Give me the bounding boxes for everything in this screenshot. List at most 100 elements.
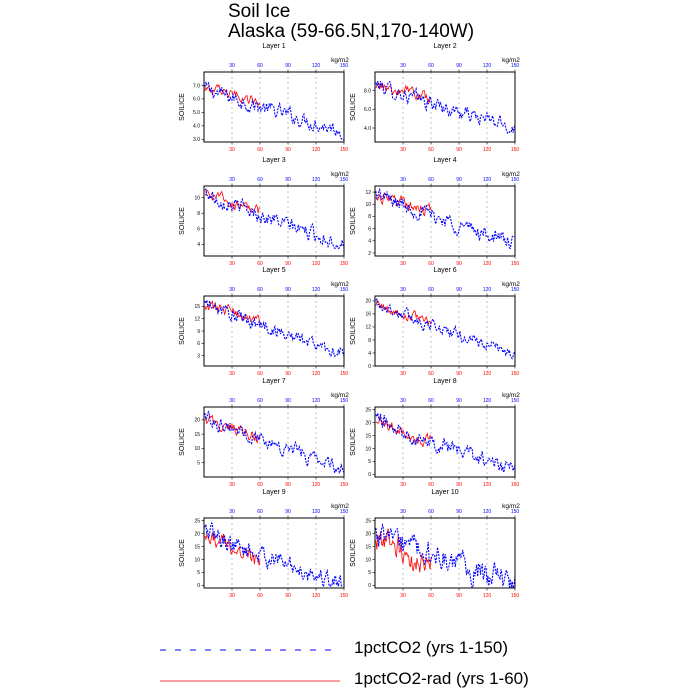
plot-frame xyxy=(203,517,345,589)
bottom-tick-label: 60 xyxy=(257,482,263,488)
bottom-tick-label: 150 xyxy=(340,147,349,153)
y-tick-label: 5 xyxy=(197,461,200,467)
y-tick-label: 20 xyxy=(194,418,200,424)
bottom-tick-label: 60 xyxy=(428,147,434,153)
top-tick-label: 60 xyxy=(257,287,263,293)
bottom-tick-label: 120 xyxy=(483,371,492,377)
top-axis-label: kg/m2 xyxy=(502,171,520,178)
top-tick-label: 60 xyxy=(257,509,263,515)
y-axis-label: SOILICE xyxy=(350,428,357,456)
top-tick-label: 90 xyxy=(285,398,291,404)
y-tick-label: 4 xyxy=(368,351,371,357)
y-axis-label: SOILICE xyxy=(179,93,186,121)
top-tick-label: 120 xyxy=(483,398,492,404)
top-tick-label: 150 xyxy=(511,398,520,404)
y-tick-label: 10 xyxy=(194,195,200,201)
top-tick-label: 30 xyxy=(229,287,235,293)
y-tick-label: 5 xyxy=(197,570,200,576)
top-tick-label: 30 xyxy=(400,509,406,515)
y-axis-label: SOILICE xyxy=(179,317,186,345)
y-tick-label: 12 xyxy=(365,190,371,196)
y-tick-label: 8 xyxy=(368,338,371,344)
y-axis-label: SOILICE xyxy=(179,207,186,235)
plot-frame xyxy=(374,295,516,367)
y-tick-label: 20 xyxy=(365,420,371,426)
top-tick-label: 90 xyxy=(285,177,291,183)
top-axis-label: kg/m2 xyxy=(331,171,349,178)
top-tick-label: 90 xyxy=(285,287,291,293)
bottom-tick-label: 30 xyxy=(400,147,406,153)
top-tick-label: 120 xyxy=(483,63,492,69)
bottom-tick-label: 30 xyxy=(229,371,235,377)
top-tick-label: 30 xyxy=(229,509,235,515)
y-tick-label: 25 xyxy=(365,407,371,413)
bottom-tick-label: 150 xyxy=(340,482,349,488)
top-tick-label: 60 xyxy=(257,63,263,69)
top-tick-label: 150 xyxy=(511,509,520,515)
top-tick-label: 120 xyxy=(483,509,492,515)
top-tick-label: 150 xyxy=(340,287,349,293)
bottom-tick-label: 150 xyxy=(340,593,349,599)
top-tick-label: 150 xyxy=(340,509,349,515)
top-tick-label: 60 xyxy=(428,63,434,69)
y-tick-label: 25 xyxy=(194,518,200,524)
panel-title: Layer 3 xyxy=(262,157,285,164)
series-1pctco2-line xyxy=(375,187,516,250)
y-tick-label: 3.0 xyxy=(193,137,200,143)
series-1pctco2-line xyxy=(204,522,344,589)
panel-layer-5: Layer 5 kg/m2 SOILICE 30 60 90 120 150 30 60 90 120… xyxy=(179,267,349,377)
bottom-tick-label: 120 xyxy=(483,482,492,488)
y-tick-label: 20 xyxy=(365,299,371,305)
bottom-tick-label: 120 xyxy=(312,147,321,153)
y-tick-label: 0 xyxy=(368,583,371,589)
bottom-tick-label: 30 xyxy=(229,261,235,267)
panel-title: Layer 5 xyxy=(262,267,285,274)
y-tick-label: 9 xyxy=(197,329,200,335)
y-tick-label: 15 xyxy=(194,432,200,438)
top-tick-label: 60 xyxy=(257,398,263,404)
top-tick-label: 90 xyxy=(285,509,291,515)
y-tick-label: 3 xyxy=(197,354,200,360)
bottom-tick-label: 60 xyxy=(257,261,263,267)
top-tick-label: 60 xyxy=(257,177,263,183)
bottom-tick-label: 90 xyxy=(285,261,291,267)
top-tick-label: 90 xyxy=(456,398,462,404)
top-axis-label: kg/m2 xyxy=(502,392,520,399)
top-tick-label: 60 xyxy=(428,509,434,515)
top-axis-label: kg/m2 xyxy=(502,57,520,64)
bottom-tick-label: 60 xyxy=(428,593,434,599)
top-tick-label: 120 xyxy=(312,177,321,183)
y-tick-label: 0 xyxy=(368,364,371,370)
bottom-tick-label: 60 xyxy=(428,371,434,377)
panel-title: Layer 7 xyxy=(262,378,285,385)
bottom-tick-label: 30 xyxy=(400,593,406,599)
top-tick-label: 150 xyxy=(340,63,349,69)
y-tick-label: 15 xyxy=(194,544,200,550)
panel-layer-2: Layer 2 kg/m2 SOILICE 30 60 90 120 150 30 60 90 120… xyxy=(350,43,520,153)
bottom-tick-label: 30 xyxy=(400,371,406,377)
top-tick-label: 60 xyxy=(428,287,434,293)
y-tick-label: 5.0 xyxy=(193,110,200,116)
bottom-tick-label: 60 xyxy=(257,147,263,153)
y-tick-label: 10 xyxy=(194,446,200,452)
series-1pctco2-rad-line xyxy=(375,416,432,447)
top-tick-label: 90 xyxy=(285,63,291,69)
y-axis-label: SOILICE xyxy=(350,207,357,235)
bottom-tick-label: 90 xyxy=(285,371,291,377)
top-tick-label: 120 xyxy=(312,287,321,293)
bottom-tick-label: 30 xyxy=(229,482,235,488)
bottom-tick-label: 90 xyxy=(456,261,462,267)
bottom-tick-label: 60 xyxy=(428,482,434,488)
top-tick-label: 60 xyxy=(428,177,434,183)
y-axis-label: SOILICE xyxy=(350,539,357,567)
top-tick-label: 30 xyxy=(400,177,406,183)
y-tick-label: 5 xyxy=(368,459,371,465)
plot-frame xyxy=(374,517,516,589)
bottom-tick-label: 30 xyxy=(229,593,235,599)
top-tick-label: 150 xyxy=(340,177,349,183)
series-1pctco2-rad-line xyxy=(204,532,261,566)
top-tick-label: 30 xyxy=(400,63,406,69)
